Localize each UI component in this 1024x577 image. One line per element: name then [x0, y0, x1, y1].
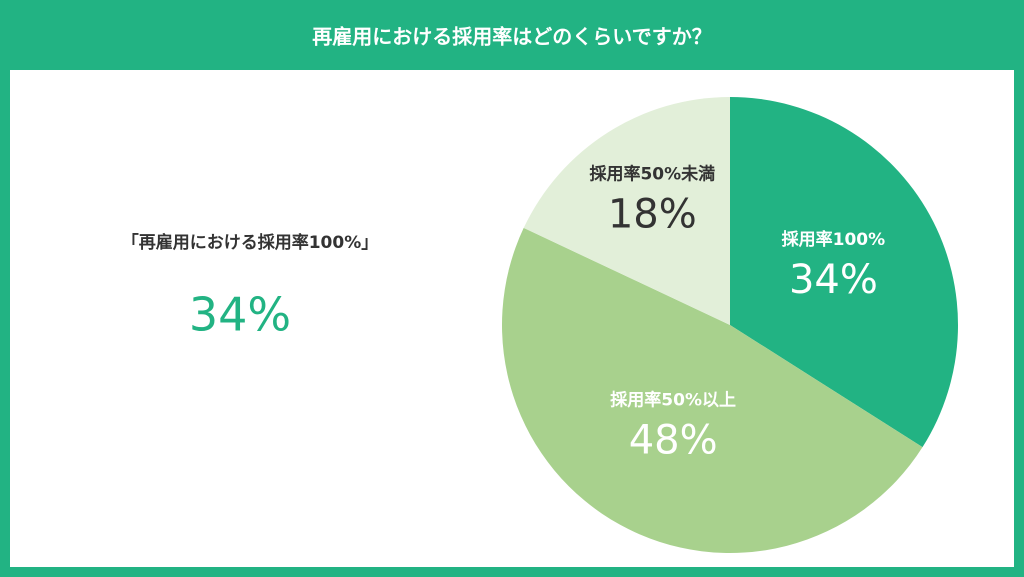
pie-slice: [730, 97, 958, 448]
pie-slice: [501, 227, 923, 554]
highlight-label: 「再雇用における採用率100%」: [122, 232, 379, 253]
slice-value: 34%: [789, 257, 878, 303]
slice-value: 48%: [629, 417, 718, 463]
slice-name: 採用率50%未満: [589, 164, 715, 185]
slice-name: 採用率100%: [782, 229, 886, 250]
chart-title: 再雇用における採用率はどのくらいですか？: [312, 25, 711, 49]
slice-value: 18%: [608, 192, 697, 238]
highlight-value: 34%: [189, 288, 291, 342]
slice-name: 採用率50%以上: [610, 389, 736, 410]
pie-slice: [523, 97, 730, 325]
